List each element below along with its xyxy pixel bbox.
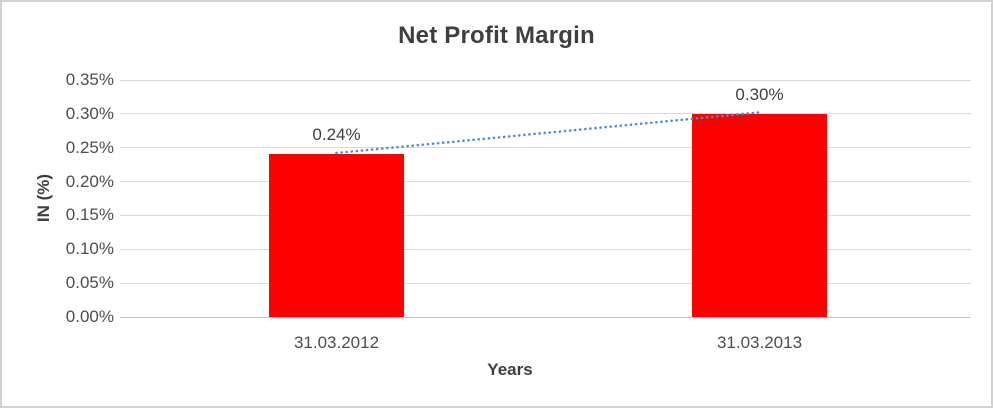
x-tick-label: 31.03.2013	[716, 333, 803, 352]
bar-31.03.2013	[692, 113, 827, 317]
gridline	[120, 79, 971, 81]
x-axis-title: Years	[487, 360, 533, 379]
data-label-31.03.2013: 0.30%	[735, 84, 784, 104]
y-tick-label: 0.30%	[65, 103, 114, 123]
bar-31.03.2012	[269, 154, 404, 317]
x-axis-line	[120, 316, 971, 318]
chart-title: Net Profit Margin	[398, 22, 595, 49]
gridline	[120, 248, 971, 250]
y-tick-label: 0.05%	[65, 273, 114, 293]
y-tick-label: 0.15%	[65, 205, 114, 225]
y-tick-label: 0.25%	[65, 137, 114, 157]
gridline	[120, 113, 971, 115]
gridline	[120, 147, 971, 149]
gridline	[120, 214, 971, 216]
y-tick-label: 0.00%	[65, 307, 114, 326]
x-tick-label: 31.03.2012	[293, 333, 380, 352]
data-label-31.03.2012: 0.24%	[312, 125, 361, 145]
gridline	[120, 181, 971, 183]
gridline	[120, 282, 971, 284]
y-tick-label: 0.10%	[65, 239, 114, 259]
y-tick-label: 0.35%	[65, 70, 114, 89]
y-tick-label: 0.20%	[65, 171, 114, 191]
